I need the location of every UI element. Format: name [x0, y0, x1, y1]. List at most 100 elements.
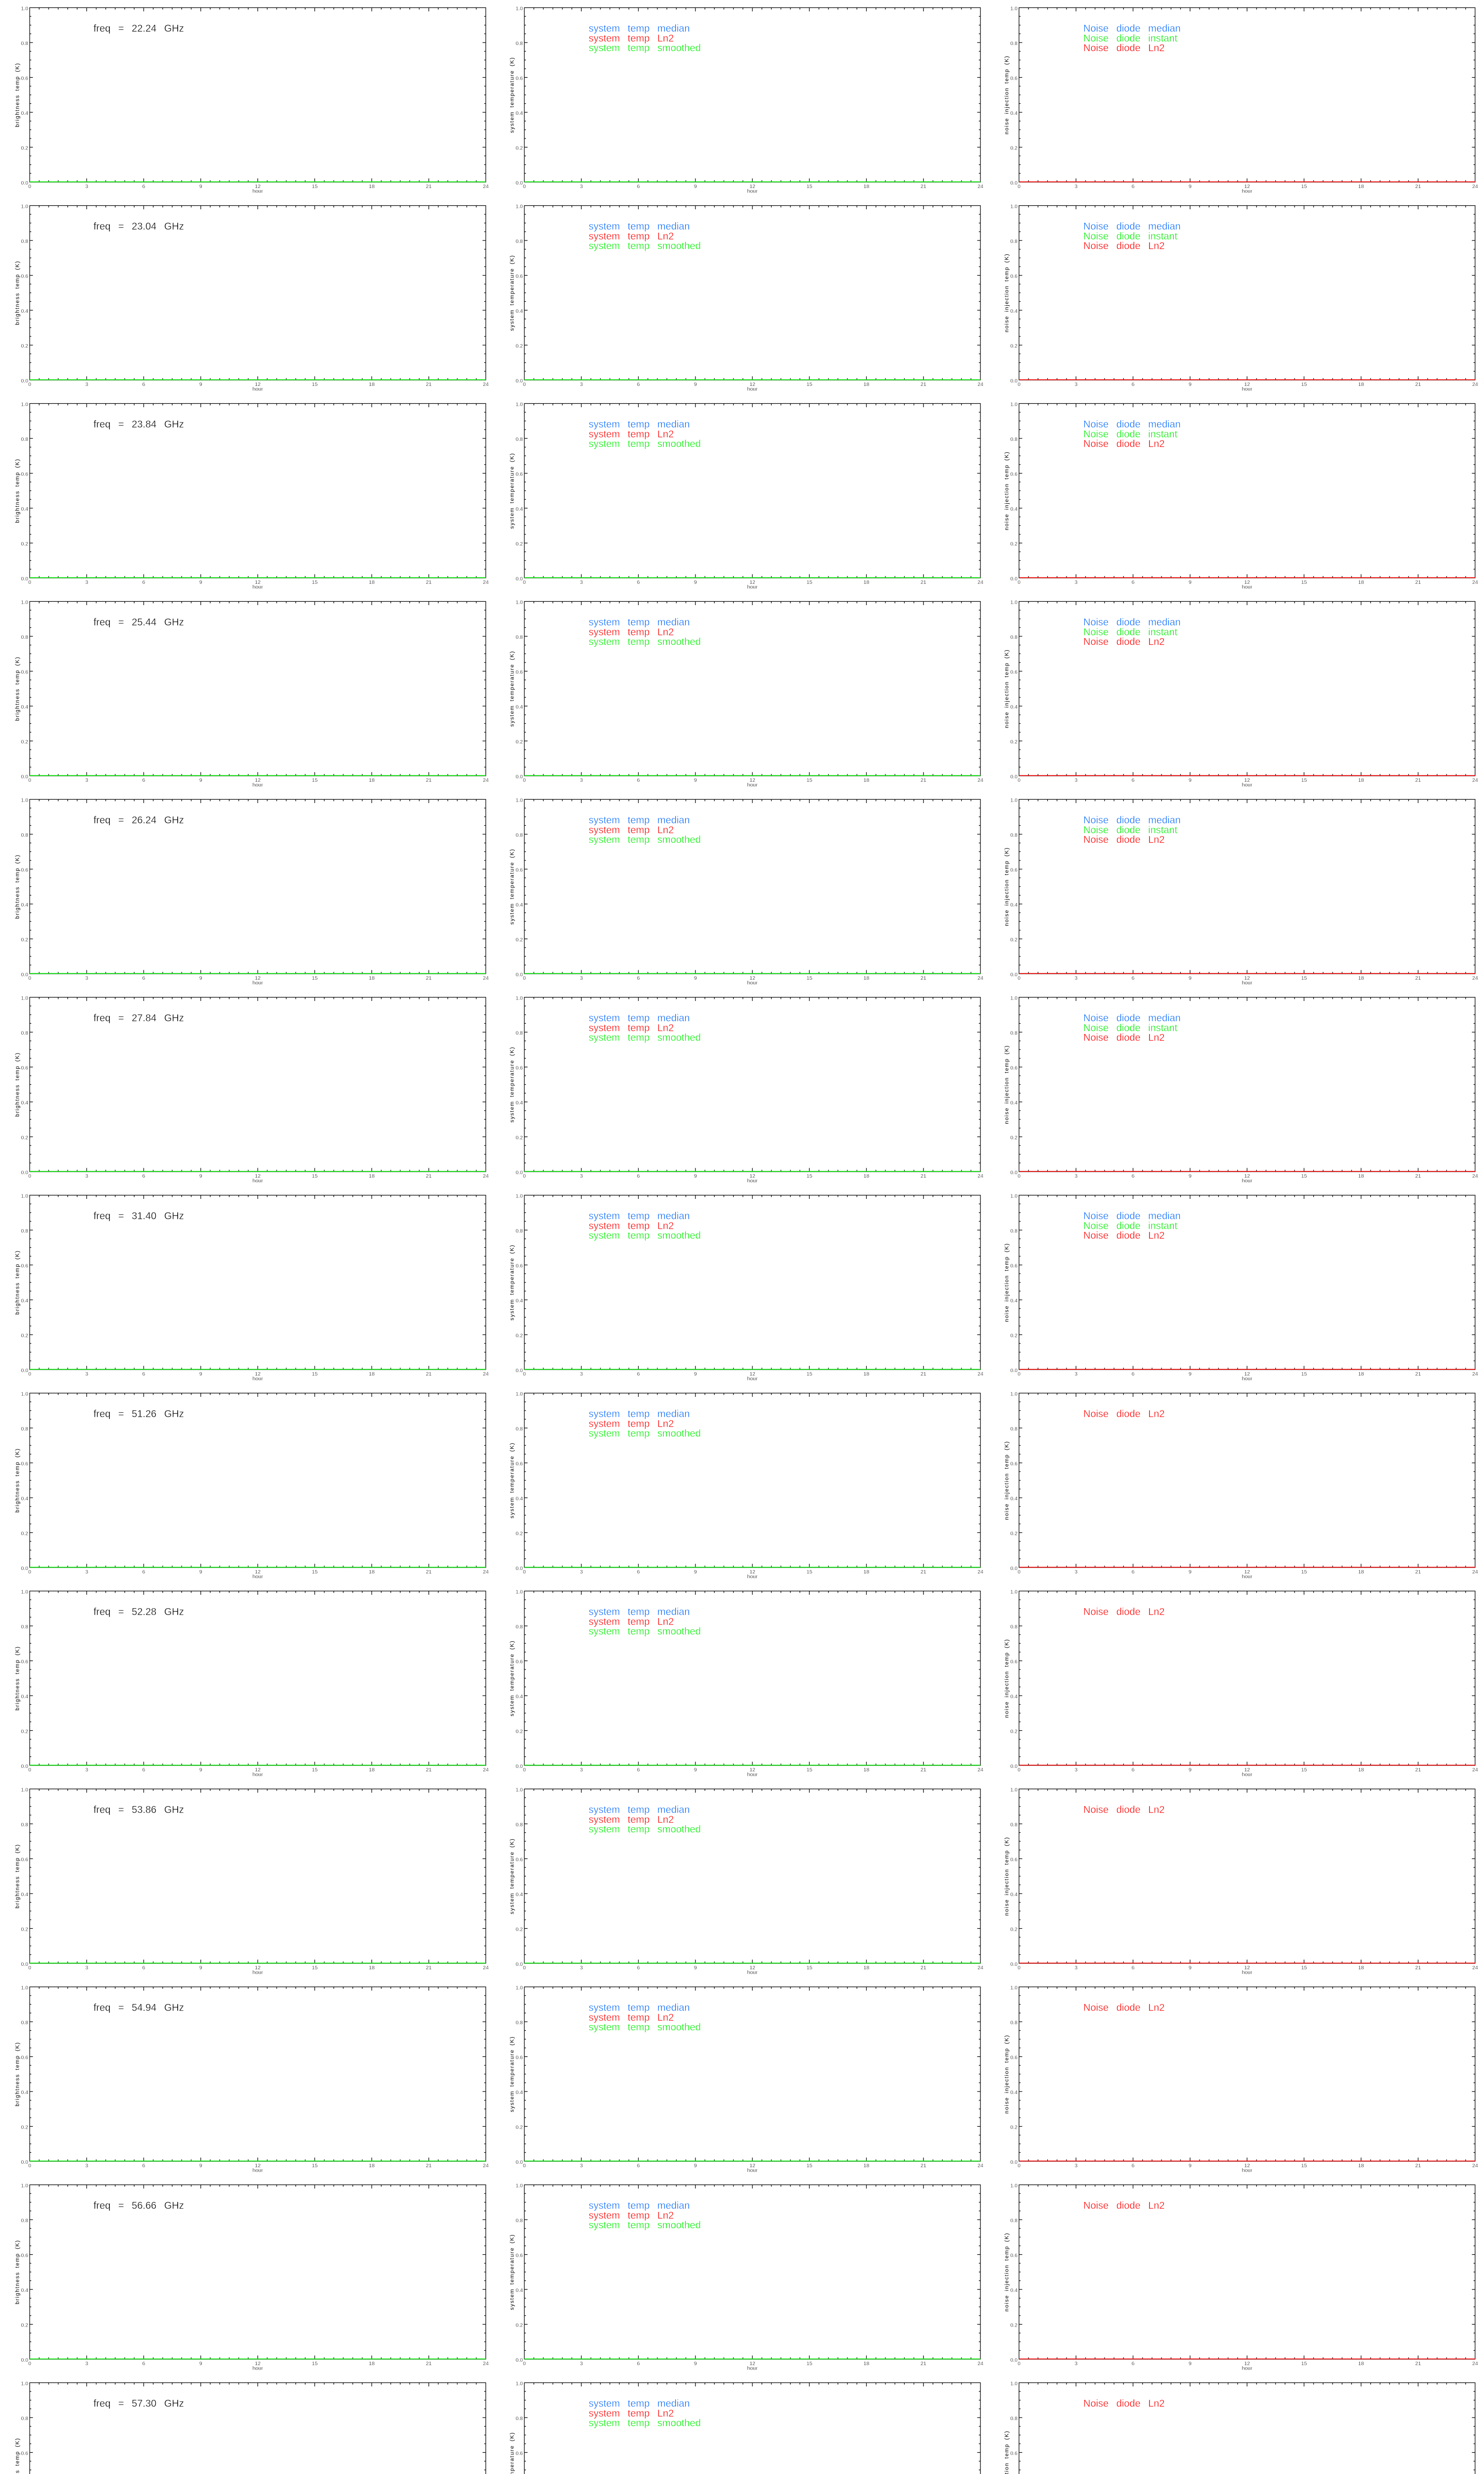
svg-text:21: 21: [1415, 579, 1421, 585]
svg-text:0.4: 0.4: [1010, 1496, 1018, 1502]
svg-text:Noise diode Ln2: Noise diode Ln2: [1083, 1409, 1165, 1420]
svg-text:9: 9: [694, 1371, 697, 1377]
svg-text:Noise diode Ln2: Noise diode Ln2: [1083, 2398, 1165, 2409]
svg-text:0.0: 0.0: [515, 378, 523, 384]
svg-text:15: 15: [806, 1173, 812, 1179]
svg-text:system temp median: system temp median: [589, 815, 690, 826]
svg-text:hour: hour: [1242, 1376, 1252, 1382]
svg-text:0.6: 0.6: [515, 867, 523, 873]
svg-text:12: 12: [749, 1767, 755, 1773]
svg-text:21: 21: [426, 2163, 432, 2169]
svg-text:hour: hour: [1242, 1970, 1252, 1976]
svg-text:21: 21: [426, 1767, 432, 1773]
svg-text:0.0: 0.0: [1010, 378, 1018, 384]
svg-text:6: 6: [142, 1569, 145, 1575]
svg-text:freq = 22.24 GHz: freq = 22.24 GHz: [93, 23, 184, 34]
svg-text:0.2: 0.2: [21, 1135, 28, 1141]
svg-text:18: 18: [369, 579, 375, 585]
svg-text:0.6: 0.6: [515, 2253, 523, 2259]
svg-text:21: 21: [1415, 2361, 1421, 2367]
svg-text:24: 24: [1472, 1965, 1478, 1971]
svg-text:Noise diode Ln2: Noise diode Ln2: [1083, 637, 1165, 648]
svg-text:brightness temp (K): brightness temp (K): [15, 1052, 21, 1117]
svg-text:system temp Ln2: system temp Ln2: [589, 231, 674, 242]
svg-text:0.8: 0.8: [21, 1228, 28, 1234]
svg-text:system temp median: system temp median: [589, 1805, 690, 1815]
svg-text:0.8: 0.8: [21, 2218, 28, 2224]
svg-text:hour: hour: [1242, 2366, 1252, 2372]
svg-text:12: 12: [749, 777, 755, 783]
svg-text:6: 6: [637, 1173, 640, 1179]
svg-text:0.6: 0.6: [515, 2055, 523, 2061]
svg-text:6: 6: [637, 381, 640, 387]
svg-text:0.0: 0.0: [21, 180, 28, 186]
svg-text:0.2: 0.2: [21, 1333, 28, 1339]
svg-text:0.2: 0.2: [21, 739, 28, 745]
svg-text:6: 6: [637, 1569, 640, 1575]
svg-text:18: 18: [369, 184, 375, 190]
svg-text:12: 12: [1244, 2163, 1250, 2169]
svg-text:15: 15: [806, 1569, 812, 1575]
svg-text:0.2: 0.2: [515, 1333, 523, 1339]
svg-text:21: 21: [921, 2163, 927, 2169]
svg-text:0: 0: [1018, 777, 1020, 783]
svg-text:3: 3: [85, 184, 88, 190]
svg-text:0.0: 0.0: [1010, 2357, 1018, 2363]
svg-text:1.0: 1.0: [21, 600, 28, 606]
svg-text:1.0: 1.0: [515, 600, 523, 606]
svg-text:system temp smoothed: system temp smoothed: [589, 1033, 701, 1044]
svg-text:system temp median: system temp median: [589, 1409, 690, 1420]
svg-text:system temp Ln2: system temp Ln2: [589, 2210, 674, 2221]
svg-text:0.6: 0.6: [21, 76, 28, 82]
svg-text:1.0: 1.0: [515, 798, 523, 804]
svg-text:0.8: 0.8: [515, 41, 523, 47]
svg-text:1.0: 1.0: [21, 2183, 28, 2189]
svg-text:21: 21: [921, 579, 927, 585]
svg-text:system temperature (K): system temperature (K): [510, 255, 515, 331]
svg-text:0.6: 0.6: [515, 1263, 523, 1269]
svg-text:0.6: 0.6: [21, 2055, 28, 2061]
svg-text:9: 9: [199, 1371, 202, 1377]
svg-text:freq = 23.04 GHz: freq = 23.04 GHz: [93, 221, 184, 232]
svg-text:12: 12: [1244, 1569, 1250, 1575]
svg-text:0.6: 0.6: [21, 1659, 28, 1665]
svg-text:freq = 25.44 GHz: freq = 25.44 GHz: [93, 617, 184, 628]
svg-text:18: 18: [864, 381, 870, 387]
svg-text:24: 24: [1472, 1767, 1478, 1773]
svg-text:3: 3: [1074, 1767, 1077, 1773]
svg-text:hour: hour: [747, 980, 758, 986]
svg-text:0: 0: [1018, 1173, 1020, 1179]
svg-text:Noise diode median: Noise diode median: [1083, 617, 1181, 628]
svg-text:hour: hour: [747, 1970, 758, 1976]
svg-text:6: 6: [142, 777, 145, 783]
svg-text:18: 18: [1358, 1173, 1364, 1179]
svg-text:0.8: 0.8: [1010, 832, 1018, 838]
svg-text:freq = 56.66 GHz: freq = 56.66 GHz: [93, 2200, 184, 2211]
svg-text:system temperature (K): system temperature (K): [510, 1244, 515, 1321]
svg-text:18: 18: [369, 1569, 375, 1575]
svg-text:0.8: 0.8: [21, 634, 28, 640]
svg-text:24: 24: [483, 777, 489, 783]
svg-text:0.4: 0.4: [1010, 902, 1018, 908]
svg-text:0.2: 0.2: [21, 2323, 28, 2329]
svg-text:0.0: 0.0: [1010, 1368, 1018, 1374]
svg-text:24: 24: [483, 1767, 489, 1773]
svg-text:3: 3: [580, 1965, 583, 1971]
svg-text:0: 0: [28, 579, 31, 585]
svg-text:12: 12: [1244, 1371, 1250, 1377]
svg-text:0: 0: [523, 2361, 526, 2367]
svg-text:3: 3: [580, 381, 583, 387]
svg-text:6: 6: [1132, 579, 1135, 585]
svg-text:Noise diode Ln2: Noise diode Ln2: [1083, 439, 1165, 450]
svg-text:12: 12: [1244, 184, 1250, 190]
svg-text:18: 18: [864, 1569, 870, 1575]
svg-text:hour: hour: [747, 386, 758, 392]
svg-text:0: 0: [523, 2163, 526, 2169]
svg-text:21: 21: [921, 1965, 927, 1971]
svg-text:1.0: 1.0: [21, 798, 28, 804]
svg-text:Noise diode median: Noise diode median: [1083, 419, 1181, 430]
svg-text:1.0: 1.0: [515, 2381, 523, 2387]
svg-text:hour: hour: [252, 1970, 263, 1976]
svg-text:0.6: 0.6: [21, 2451, 28, 2457]
svg-text:15: 15: [312, 184, 318, 190]
